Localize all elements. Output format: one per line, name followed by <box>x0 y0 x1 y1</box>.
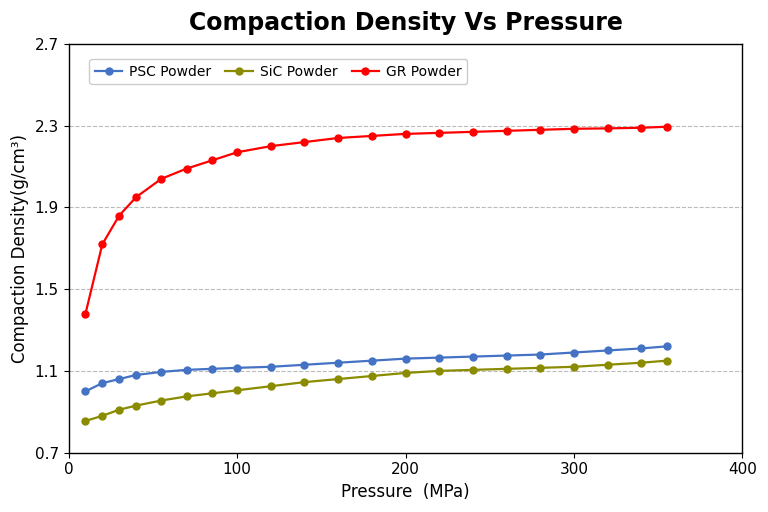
SiC Powder <box>367 373 376 379</box>
PSC Powder <box>131 372 141 378</box>
Line: SiC Powder: SiC Powder <box>82 357 670 424</box>
SiC Powder <box>300 379 309 385</box>
PSC Powder <box>662 344 671 350</box>
SiC Powder <box>435 368 444 374</box>
GR Powder <box>157 176 166 182</box>
SiC Powder <box>207 390 217 396</box>
SiC Powder <box>637 359 646 366</box>
GR Powder <box>131 194 141 200</box>
Title: Compaction Density Vs Pressure: Compaction Density Vs Pressure <box>189 11 623 35</box>
GR Powder <box>81 311 90 317</box>
PSC Powder <box>207 366 217 372</box>
PSC Powder <box>182 367 191 373</box>
Y-axis label: Compaction Density(g/cm³): Compaction Density(g/cm³) <box>11 134 29 363</box>
PSC Powder <box>603 347 612 353</box>
SiC Powder <box>333 376 343 382</box>
SiC Powder <box>662 357 671 364</box>
GR Powder <box>266 143 276 149</box>
PSC Powder <box>569 349 578 355</box>
PSC Powder <box>81 388 90 394</box>
SiC Powder <box>114 407 124 413</box>
GR Powder <box>300 139 309 145</box>
GR Powder <box>401 131 410 137</box>
SiC Powder <box>569 364 578 370</box>
GR Powder <box>182 165 191 172</box>
Line: GR Powder: GR Powder <box>82 123 670 317</box>
GR Powder <box>367 133 376 139</box>
GR Powder <box>468 129 478 135</box>
GR Powder <box>207 157 217 163</box>
GR Powder <box>662 124 671 130</box>
PSC Powder <box>536 351 545 357</box>
PSC Powder <box>502 352 511 358</box>
GR Powder <box>536 127 545 133</box>
PSC Powder <box>300 361 309 368</box>
X-axis label: Pressure  (MPa): Pressure (MPa) <box>341 483 470 501</box>
Line: PSC Powder: PSC Powder <box>82 343 670 395</box>
PSC Powder <box>435 354 444 360</box>
SiC Powder <box>536 365 545 371</box>
GR Powder <box>333 135 343 141</box>
Legend: PSC Powder, SiC Powder, GR Powder: PSC Powder, SiC Powder, GR Powder <box>89 59 468 84</box>
PSC Powder <box>98 380 107 386</box>
SiC Powder <box>266 383 276 389</box>
PSC Powder <box>233 365 242 371</box>
GR Powder <box>114 212 124 219</box>
SiC Powder <box>98 413 107 419</box>
PSC Powder <box>266 364 276 370</box>
GR Powder <box>637 125 646 131</box>
SiC Powder <box>157 397 166 403</box>
PSC Powder <box>637 345 646 351</box>
PSC Powder <box>401 355 410 361</box>
GR Powder <box>435 130 444 136</box>
PSC Powder <box>333 359 343 366</box>
SiC Powder <box>182 393 191 399</box>
GR Powder <box>569 126 578 132</box>
PSC Powder <box>367 357 376 364</box>
GR Powder <box>233 149 242 155</box>
SiC Powder <box>502 366 511 372</box>
PSC Powder <box>157 369 166 375</box>
GR Powder <box>502 128 511 134</box>
SiC Powder <box>233 387 242 393</box>
GR Powder <box>603 125 612 132</box>
GR Powder <box>98 241 107 247</box>
SiC Powder <box>468 367 478 373</box>
SiC Powder <box>81 418 90 424</box>
PSC Powder <box>114 376 124 382</box>
SiC Powder <box>603 361 612 368</box>
SiC Powder <box>131 402 141 409</box>
SiC Powder <box>401 370 410 376</box>
PSC Powder <box>468 353 478 359</box>
